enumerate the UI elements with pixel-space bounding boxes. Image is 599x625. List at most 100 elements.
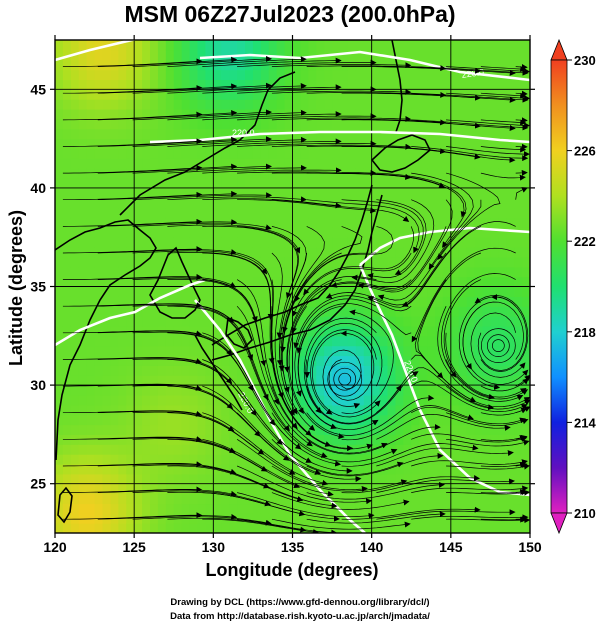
heat-cell — [371, 69, 381, 81]
heat-cell — [62, 454, 72, 465]
heat-cell — [482, 178, 492, 189]
heat-cell — [229, 473, 238, 485]
heat-cell — [324, 276, 333, 288]
streamline — [271, 518, 411, 530]
heat-cell — [355, 40, 365, 51]
heat-cell — [134, 385, 143, 396]
heat-cell — [165, 89, 175, 100]
heat-cell — [197, 325, 207, 337]
heat-cell — [292, 523, 302, 533]
heat-cell — [522, 316, 530, 327]
heat-cell — [324, 503, 333, 514]
heat-cell — [355, 207, 365, 219]
heat-cell — [260, 414, 270, 426]
heat-cell — [435, 473, 444, 485]
heat-cell — [197, 286, 207, 297]
heat-cell — [316, 79, 325, 90]
heat-cell — [490, 266, 499, 278]
heat-cell — [316, 306, 325, 317]
heat-cell — [94, 256, 104, 268]
heat-cell — [62, 49, 72, 61]
heat-cell — [62, 148, 72, 159]
heat-cell — [403, 444, 412, 455]
heat-cell — [110, 227, 119, 238]
heat-cell — [86, 109, 96, 120]
heat-cell — [379, 385, 389, 396]
heat-cell — [324, 217, 333, 228]
heat-cell — [86, 434, 96, 445]
heat-cell — [276, 306, 286, 317]
heat-cell — [157, 296, 167, 307]
heat-cell — [292, 89, 302, 100]
heat-cell — [157, 483, 167, 495]
heat-cell — [126, 69, 135, 81]
heat-cell — [347, 414, 357, 426]
heat-cell — [522, 247, 530, 258]
heat-cell — [86, 306, 96, 317]
heat-cell — [173, 463, 183, 475]
heat-cell — [213, 296, 222, 307]
streamline — [411, 380, 528, 412]
heat-cell — [173, 168, 183, 179]
heat-cell — [340, 463, 349, 475]
heat-cell — [70, 473, 80, 485]
streamline — [296, 303, 412, 354]
heat-cell — [498, 473, 507, 485]
heat-cell — [118, 266, 127, 278]
heat-cell — [276, 266, 286, 278]
heat-cell — [213, 207, 222, 219]
x-tick-label: 120 — [43, 539, 67, 555]
heat-cell — [450, 256, 460, 268]
heat-cell — [347, 503, 357, 514]
heat-cell — [316, 276, 325, 288]
streamline — [271, 89, 412, 96]
heat-cell — [189, 79, 199, 90]
heat-cell — [237, 178, 246, 189]
heat-cell — [450, 128, 460, 140]
heat-cell — [245, 227, 254, 238]
streamline — [132, 55, 272, 67]
heat-cell — [435, 483, 444, 495]
heat-cell — [62, 247, 72, 258]
heat-cell — [442, 247, 452, 258]
heat-cell — [260, 276, 270, 288]
heat-cell — [126, 89, 135, 100]
heat-cell — [189, 40, 199, 51]
heat-cell — [411, 237, 420, 248]
heat-cell — [450, 454, 460, 465]
heat-cell — [70, 99, 80, 110]
heat-cell — [419, 207, 428, 219]
heat-cell — [324, 178, 333, 189]
heat-cell — [506, 128, 515, 140]
heat-cell — [403, 414, 412, 426]
heat-cell — [150, 276, 159, 288]
heat-cell — [387, 217, 397, 228]
colorbar-bottom-triangle — [550, 512, 568, 535]
heat-cell — [55, 227, 64, 238]
heat-cell — [514, 463, 523, 475]
heat-cell — [94, 49, 104, 61]
heat-cell — [411, 444, 420, 455]
heat-cell — [118, 414, 127, 426]
coastline-china-north — [55, 219, 157, 461]
x-tick-label: 130 — [202, 539, 226, 555]
streamline — [62, 330, 203, 337]
heat-cell — [458, 365, 468, 376]
heat-cell — [340, 523, 349, 533]
heat-cell — [197, 89, 207, 100]
heat-cell — [419, 394, 428, 406]
heat-cell — [363, 217, 373, 228]
heat-cell — [490, 404, 499, 416]
heat-cell — [126, 247, 135, 258]
heat-cell — [292, 424, 302, 435]
heat-cell — [237, 69, 246, 81]
heat-cell — [458, 276, 468, 288]
heat-cell — [221, 217, 230, 228]
contour-220-west — [55, 278, 206, 347]
heat-cell — [118, 118, 127, 130]
heat-cell — [70, 128, 80, 140]
heat-cell — [419, 503, 428, 514]
heat-cell — [435, 414, 444, 426]
heat-cell — [403, 79, 412, 90]
heat-cell — [70, 365, 80, 376]
